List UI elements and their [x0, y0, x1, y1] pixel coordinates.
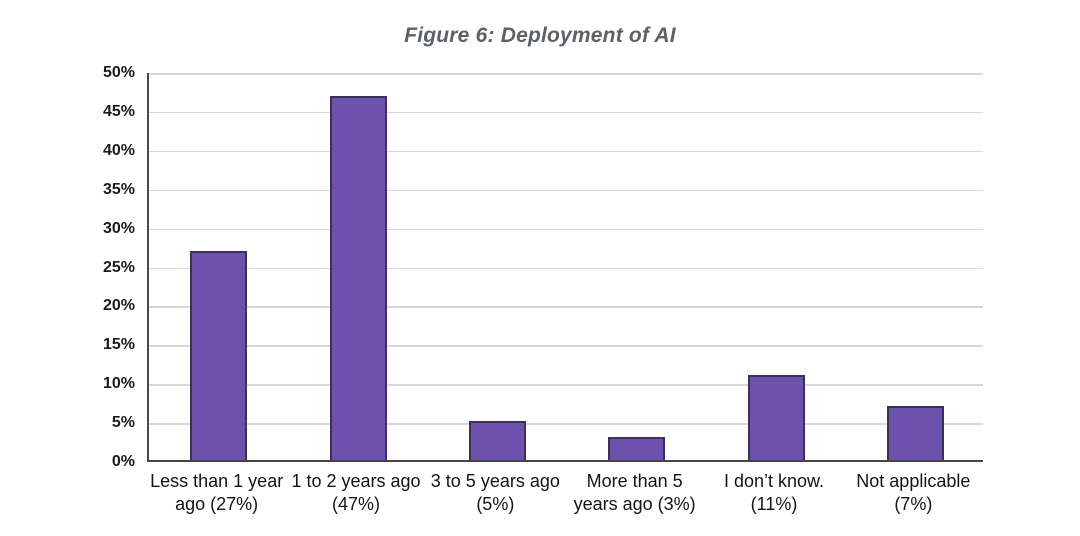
x-label-6: Not applicable (7%) [825, 470, 1001, 516]
gridline-20 [149, 306, 983, 308]
x-label-4: More than 5 years ago (3%) [547, 470, 723, 516]
bar-2 [329, 96, 387, 460]
x-label-line: I don’t know. [723, 471, 825, 491]
x-label-line: (7%) [894, 494, 933, 514]
y-tick-label-15pct: 15% [102, 336, 135, 354]
gridline-30 [149, 228, 983, 231]
x-label-1: Less than 1 year ago (27%) [129, 470, 305, 516]
y-tick-label-35pct: 35% [102, 180, 135, 198]
x-label-5: I don’t know. (11%) [686, 470, 862, 516]
y-tick-label-5pct: 5% [111, 414, 135, 432]
y-tick-label-25pct: 25% [102, 258, 135, 276]
gridline-40 [149, 150, 983, 153]
bar-3 [468, 421, 526, 460]
y-tick-label-20pct: 20% [102, 297, 135, 315]
y-tick-label-45pct: 45% [102, 102, 135, 120]
x-label-line: ago (27%) [175, 494, 259, 514]
x-label-line: 1 to 2 years ago [291, 471, 421, 491]
y-tick-label-40pct: 40% [102, 141, 135, 159]
chart-title: Figure 6: Deployment of AI [404, 24, 676, 47]
x-label-line: Less than 1 year [150, 471, 284, 491]
bar-1 [190, 251, 248, 460]
gridline-45 [149, 111, 983, 114]
x-label-line: (47%) [331, 494, 380, 514]
gridline-25 [149, 267, 983, 269]
bar-6 [886, 405, 944, 460]
gridline-50 [149, 73, 983, 75]
x-label-line: years ago (3%) [573, 494, 696, 514]
gridline-15 [149, 345, 983, 347]
plot-area [147, 73, 983, 462]
y-tick-label-0pct: 0% [111, 453, 135, 470]
x-label-line: More than 5 [586, 471, 683, 491]
y-tick-label-30pct: 30% [102, 219, 135, 237]
bar-5 [747, 374, 805, 460]
x-label-line: Not applicable [856, 471, 971, 491]
y-tick-label-50pct: 50% [102, 64, 135, 81]
x-label-line: 3 to 5 years ago [430, 471, 560, 491]
x-label-2: 1 to 2 years ago (47%) [268, 470, 444, 516]
x-label-line: (5%) [476, 494, 515, 514]
x-label-3: 3 to 5 years ago (5%) [407, 470, 583, 516]
gridline-10 [149, 384, 983, 386]
y-tick-label-10pct: 10% [102, 375, 135, 393]
gridline-5 [149, 423, 983, 425]
bar-4 [608, 436, 666, 460]
gridline-35 [149, 189, 983, 192]
x-label-line: (11%) [750, 494, 798, 514]
